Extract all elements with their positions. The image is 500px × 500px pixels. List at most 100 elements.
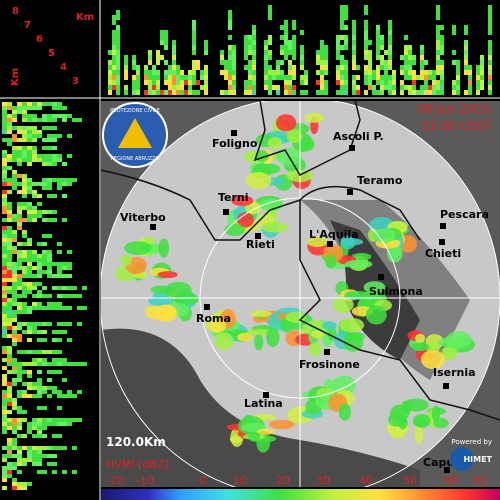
echo xyxy=(376,90,380,95)
echo xyxy=(380,80,384,85)
echo xyxy=(2,358,7,362)
echo xyxy=(292,45,296,50)
echo xyxy=(47,218,52,222)
echo xyxy=(364,20,368,25)
echo xyxy=(7,422,12,426)
echo xyxy=(344,35,348,40)
echo xyxy=(236,212,254,228)
echo xyxy=(172,55,176,60)
echo xyxy=(404,70,408,75)
echo xyxy=(344,90,348,95)
echo xyxy=(12,454,17,458)
echo xyxy=(2,390,7,394)
echo xyxy=(420,50,424,55)
echo xyxy=(7,450,12,454)
echo xyxy=(37,102,42,106)
echo xyxy=(27,158,32,162)
echo xyxy=(464,90,468,95)
echo xyxy=(32,450,37,454)
echo xyxy=(220,60,224,65)
echo xyxy=(424,70,428,75)
echo xyxy=(404,60,408,65)
echo xyxy=(7,178,12,182)
echo xyxy=(188,90,192,95)
echo xyxy=(476,65,480,70)
echo xyxy=(37,470,42,474)
echo xyxy=(388,60,392,65)
echo xyxy=(288,65,292,70)
echo xyxy=(300,50,304,55)
echo xyxy=(320,60,324,65)
echo xyxy=(200,70,204,75)
echo xyxy=(7,318,12,322)
echo xyxy=(412,413,431,428)
echo xyxy=(17,302,22,306)
echo xyxy=(132,85,136,90)
echo xyxy=(22,234,27,238)
echo xyxy=(7,346,12,350)
echo xyxy=(272,75,276,80)
echo xyxy=(372,70,376,75)
echo xyxy=(276,85,280,90)
echo xyxy=(62,446,67,450)
echo xyxy=(42,358,47,362)
echo xyxy=(72,446,77,450)
echo xyxy=(27,258,32,262)
echo xyxy=(424,90,428,95)
echo xyxy=(52,106,57,110)
echo xyxy=(344,10,348,15)
echo xyxy=(62,306,67,310)
echo xyxy=(276,75,280,80)
city-marker xyxy=(444,467,450,473)
echo xyxy=(32,306,37,310)
echo xyxy=(480,55,484,60)
echo xyxy=(37,386,42,390)
echo xyxy=(77,418,82,422)
echo xyxy=(476,70,480,75)
echo xyxy=(480,80,484,85)
city-marker xyxy=(204,304,210,310)
echo xyxy=(340,20,344,25)
echo xyxy=(250,310,272,317)
echo xyxy=(27,102,32,106)
echo xyxy=(82,362,87,366)
echo xyxy=(192,60,196,65)
echo xyxy=(324,90,328,95)
echo xyxy=(256,428,275,435)
echo xyxy=(62,378,67,382)
echo xyxy=(2,218,7,222)
echo xyxy=(52,358,57,362)
echo xyxy=(12,134,17,138)
echo xyxy=(411,342,430,352)
echo xyxy=(248,85,252,90)
echo xyxy=(373,228,396,243)
echo xyxy=(42,390,47,394)
echo xyxy=(386,244,403,263)
echo xyxy=(17,190,22,194)
echo xyxy=(124,65,128,70)
echo xyxy=(384,75,388,80)
echo xyxy=(232,55,236,60)
echo xyxy=(32,394,37,398)
echo xyxy=(336,45,340,50)
echo xyxy=(268,55,272,60)
echo xyxy=(32,454,37,458)
echo xyxy=(37,390,42,394)
echo xyxy=(204,45,208,50)
echo xyxy=(52,338,57,342)
echo xyxy=(27,178,32,182)
color-bar xyxy=(101,489,500,500)
echo xyxy=(340,90,344,95)
echo xyxy=(7,206,12,210)
echo xyxy=(22,394,27,398)
echo xyxy=(2,182,7,186)
echo xyxy=(136,80,140,85)
echo xyxy=(67,154,72,158)
echo xyxy=(17,242,22,246)
echo xyxy=(32,106,37,110)
echo xyxy=(47,210,52,214)
echo xyxy=(17,462,22,466)
echo xyxy=(7,410,12,414)
echo xyxy=(2,382,7,386)
echo xyxy=(300,45,304,50)
